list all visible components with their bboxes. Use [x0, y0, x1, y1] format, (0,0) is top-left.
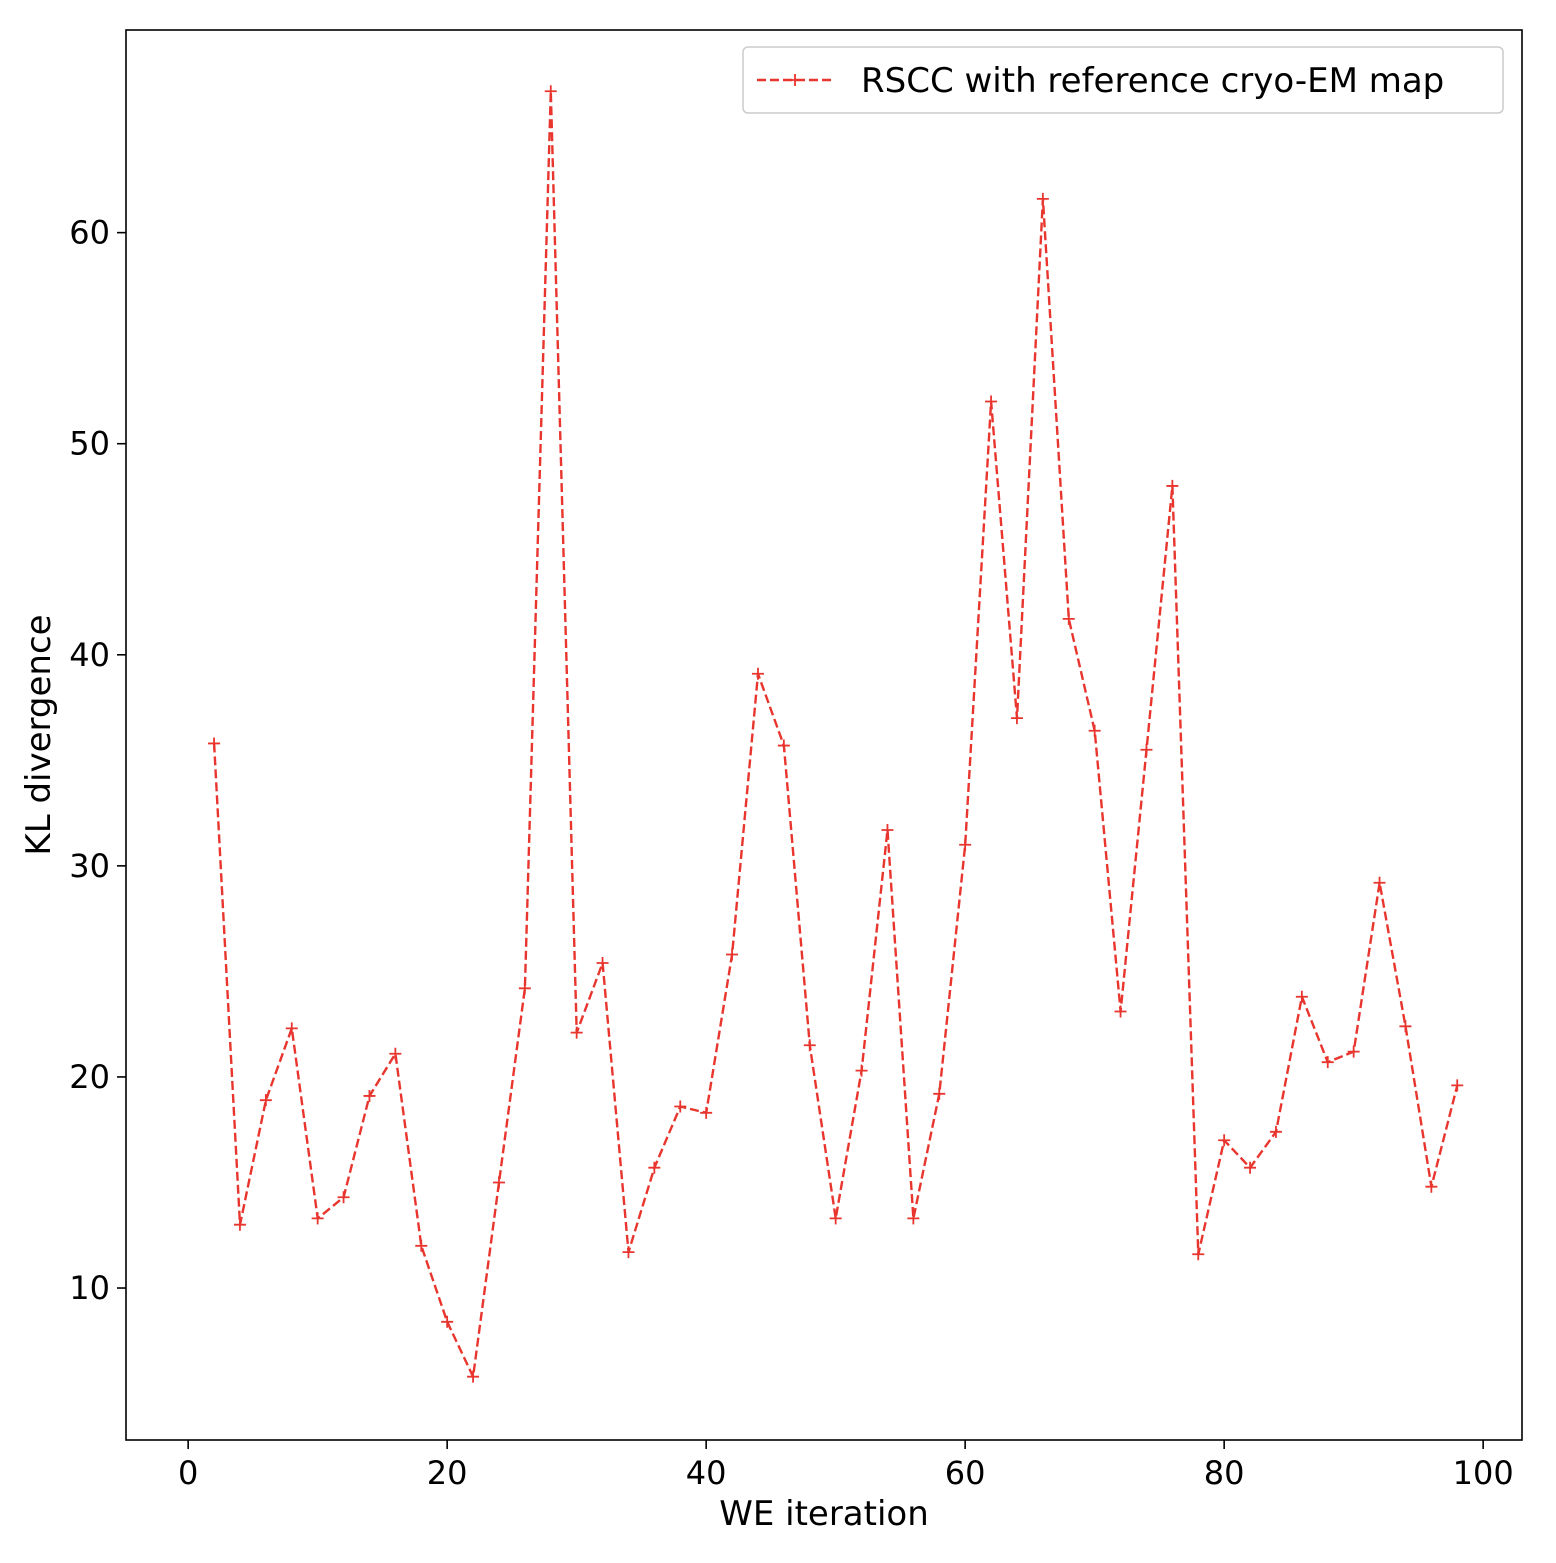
legend: RSCC with reference cryo-EM map: [742, 46, 1504, 114]
y-tick-label: 60: [69, 214, 110, 252]
data-point-marker: [674, 1100, 687, 1113]
data-point-marker: [389, 1047, 402, 1060]
legend-label: RSCC with reference cryo-EM map: [861, 61, 1444, 101]
data-point-marker: [881, 823, 894, 836]
data-point-marker: [777, 739, 790, 752]
data-point-marker: [648, 1161, 661, 1174]
data-point-marker: [1373, 876, 1386, 889]
data-point-marker: [544, 85, 557, 98]
x-tick-label: 80: [1204, 1454, 1245, 1492]
x-tick-label: 100: [1453, 1454, 1514, 1492]
data-point-marker: [1295, 990, 1308, 1003]
data-point-marker: [1166, 479, 1179, 492]
data-point-marker: [570, 1026, 583, 1039]
data-point-marker: [907, 1212, 920, 1225]
y-axis-ticks: 10 20 30 40 50 60: [69, 214, 126, 1307]
data-point-marker: [1062, 612, 1075, 625]
data-point-marker: [467, 1370, 480, 1383]
data-point-marker: [1321, 1056, 1334, 1069]
y-tick-label: 20: [69, 1058, 110, 1096]
data-point-marker: [1010, 712, 1023, 725]
data-point-marker: [208, 737, 221, 750]
data-point-marker: [700, 1106, 713, 1119]
data-point-marker: [985, 395, 998, 408]
data-point-marker: [492, 1176, 505, 1189]
x-tick-label: 0: [178, 1454, 198, 1492]
x-tick-label: 20: [427, 1454, 468, 1492]
data-point-marker: [1347, 1045, 1360, 1058]
data-point-marker: [959, 838, 972, 851]
x-tick-label: 40: [686, 1454, 727, 1492]
data-point-marker: [363, 1089, 376, 1102]
y-tick-label: 30: [69, 847, 110, 885]
x-tick-label: 60: [945, 1454, 986, 1492]
y-tick-label: 50: [69, 425, 110, 463]
data-point-marker: [1114, 1005, 1127, 1018]
data-point-marker: [1451, 1079, 1464, 1092]
data-point-marker: [855, 1064, 868, 1077]
data-point-marker: [1140, 743, 1153, 756]
data-point-marker: [233, 1218, 246, 1231]
x-axis-title: WE iteration: [719, 1494, 929, 1534]
data-point-marker: [1244, 1161, 1257, 1174]
data-point-marker: [726, 948, 739, 961]
data-point-marker: [311, 1212, 324, 1225]
data-point-marker: [441, 1315, 454, 1328]
data-point-marker: [337, 1191, 350, 1204]
data-point-marker: [1269, 1125, 1282, 1138]
plot-frame: [125, 29, 1523, 1441]
legend-marker: [789, 74, 801, 86]
data-point-marker: [259, 1094, 272, 1107]
data-point-marker: [415, 1239, 428, 1252]
data-point-marker: [596, 956, 609, 969]
y-axis-title: KL divergence: [19, 614, 59, 855]
legend-box: [742, 46, 1504, 114]
data-point-marker: [829, 1212, 842, 1225]
series-layer: [208, 85, 1464, 1383]
data-point-marker: [1036, 192, 1049, 205]
y-tick-label: 10: [69, 1269, 110, 1307]
data-point-marker: [751, 667, 764, 680]
data-point-marker: [1399, 1020, 1412, 1033]
data-point-marker: [622, 1246, 635, 1259]
y-tick-label: 40: [69, 636, 110, 674]
data-point-marker: [518, 982, 531, 995]
data-point-marker: [933, 1087, 946, 1100]
data-point-marker: [285, 1022, 298, 1035]
data-point-marker: [1088, 724, 1101, 737]
data-point-marker: [1425, 1180, 1438, 1193]
data-point-marker: [1218, 1134, 1231, 1147]
x-axis-ticks: 0 20 40 60 80 100: [178, 1440, 1514, 1492]
data-point-marker: [803, 1039, 816, 1052]
data-point-marker: [1192, 1248, 1205, 1261]
